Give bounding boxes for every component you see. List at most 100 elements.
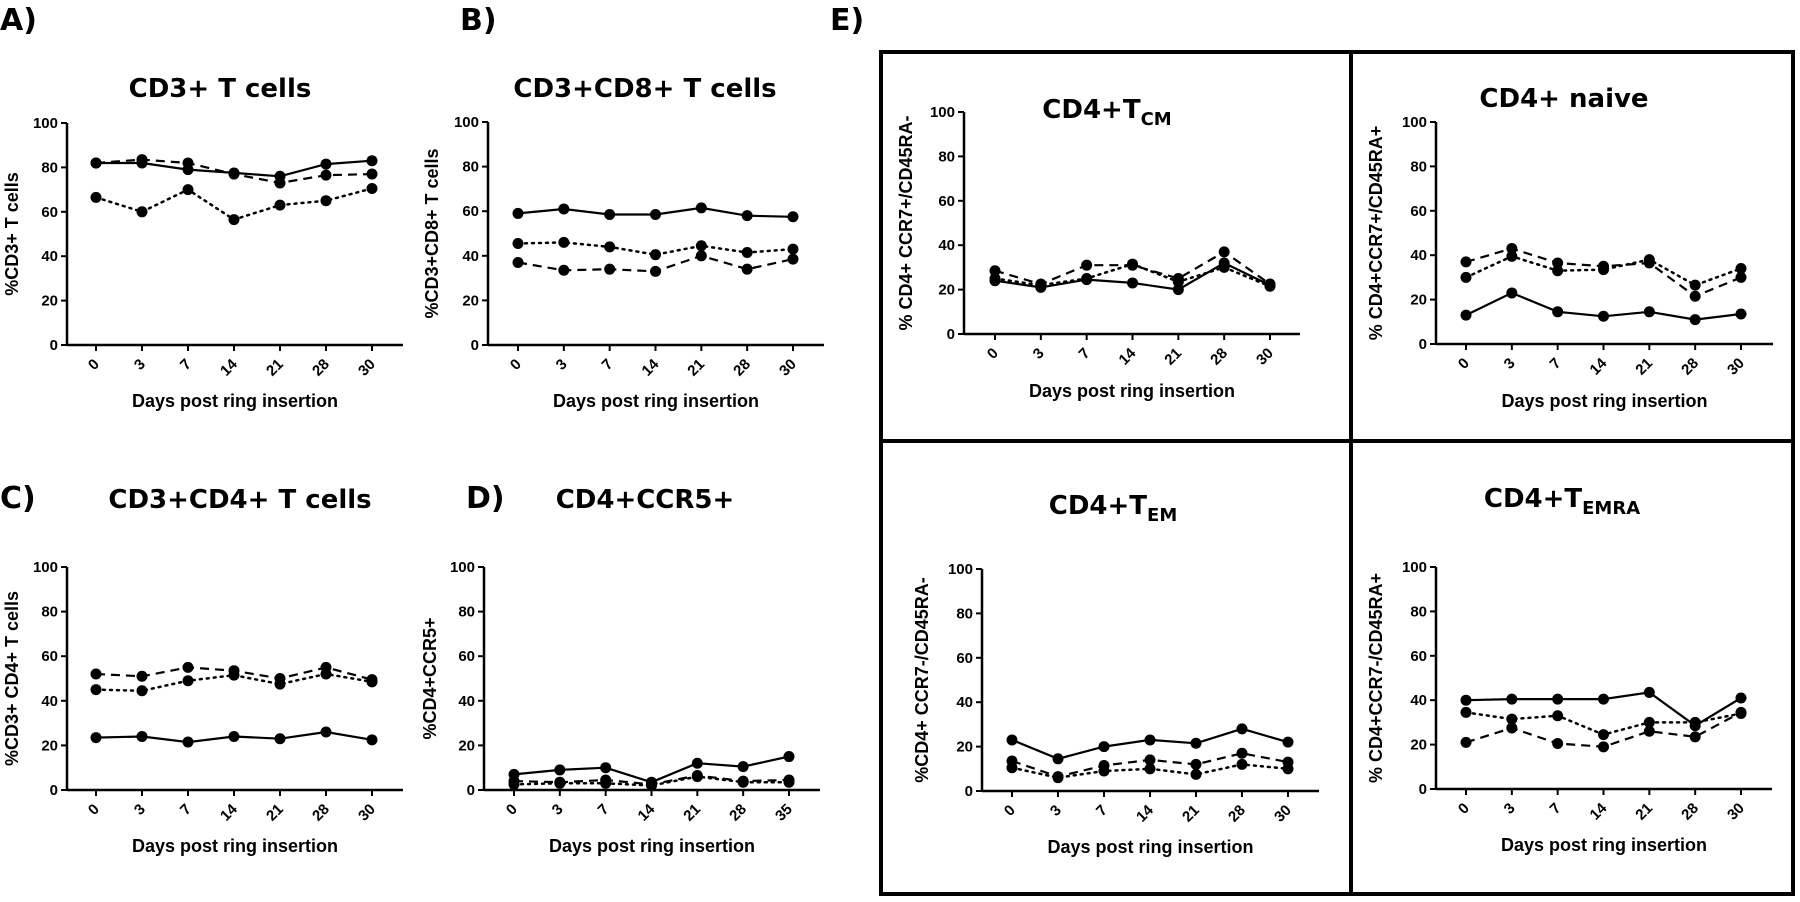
data-point xyxy=(1735,706,1747,718)
data-point xyxy=(1552,306,1564,318)
data-point xyxy=(320,195,332,207)
y-axis-label: % CD4+CCR7-/CD45RA+ xyxy=(1366,573,1386,783)
data-point xyxy=(558,203,570,215)
series-dotted xyxy=(1006,758,1294,784)
panel-letter: B) xyxy=(460,3,497,38)
y-tick-label: 60 xyxy=(956,650,973,667)
data-point xyxy=(741,210,753,222)
y-axis-label: %CD3+CD8+ T cells xyxy=(422,148,442,318)
y-tick-label: 80 xyxy=(938,148,955,165)
series-dotted xyxy=(90,668,378,697)
y-tick-label: 60 xyxy=(458,648,475,665)
data-point xyxy=(228,730,240,742)
data-point xyxy=(1735,271,1747,283)
y-tick-label: 100 xyxy=(33,115,58,132)
y-axis-label: %CD3+ CD4+ T cells xyxy=(2,591,22,766)
y-tick-label: 20 xyxy=(956,739,973,756)
data-point xyxy=(1460,736,1472,748)
data-point xyxy=(1598,741,1609,753)
series-solid xyxy=(989,257,1276,296)
data-point xyxy=(274,177,286,189)
y-tick-label: 0 xyxy=(1419,336,1427,353)
data-point xyxy=(691,757,703,769)
data-point xyxy=(1643,254,1655,266)
data-point xyxy=(1689,290,1701,302)
y-tick-label: 40 xyxy=(1410,247,1427,264)
data-point xyxy=(600,777,612,789)
data-point xyxy=(1735,692,1747,704)
data-point xyxy=(695,240,707,252)
data-point xyxy=(1552,710,1564,722)
y-tick-label: 0 xyxy=(1419,781,1427,798)
data-point xyxy=(1689,279,1701,291)
data-point xyxy=(1506,722,1518,734)
data-point xyxy=(554,777,566,789)
x-axis-label: Days post ring insertion xyxy=(132,836,338,856)
series-dotted xyxy=(1460,250,1747,291)
y-tick-label: 20 xyxy=(1410,737,1427,754)
data-point xyxy=(787,253,799,265)
data-point xyxy=(1081,259,1093,271)
y-tick-label: 0 xyxy=(965,783,973,800)
data-point xyxy=(274,733,286,745)
y-tick-label: 80 xyxy=(458,604,475,621)
data-point xyxy=(1127,258,1138,270)
y-tick-label: 100 xyxy=(930,104,955,121)
series-dotted xyxy=(512,236,799,261)
data-point xyxy=(512,238,524,250)
y-tick-label: 60 xyxy=(462,203,479,220)
data-point xyxy=(1689,731,1701,743)
y-tick-label: 100 xyxy=(450,559,475,576)
data-point xyxy=(1172,276,1184,288)
data-point xyxy=(1144,734,1156,746)
data-point xyxy=(90,732,102,744)
chart-title: CD3+CD4+ T cells xyxy=(108,485,371,515)
chart-title-main: CD4+T xyxy=(1049,491,1148,521)
y-tick-label: 100 xyxy=(454,114,479,131)
data-point xyxy=(228,214,240,226)
chart-title: CD4+TEMRA xyxy=(1484,484,1640,519)
data-point xyxy=(1506,287,1518,299)
data-point xyxy=(604,209,616,221)
panel-letter: C) xyxy=(0,481,36,516)
chart-title: CD4+TEM xyxy=(1049,491,1178,526)
data-point xyxy=(228,669,240,681)
y-tick-label: 100 xyxy=(33,559,58,576)
data-point xyxy=(366,168,378,180)
y-tick-label: 60 xyxy=(41,204,58,221)
data-point xyxy=(989,275,1001,287)
y-tick-label: 0 xyxy=(50,337,58,354)
panel-letter: D) xyxy=(466,481,505,516)
y-tick-label: 100 xyxy=(1402,114,1427,131)
series-solid xyxy=(1460,287,1747,326)
data-point xyxy=(1460,271,1472,283)
data-point xyxy=(1598,264,1609,276)
data-point xyxy=(1218,257,1230,269)
data-point xyxy=(90,191,102,203)
data-point xyxy=(320,726,332,738)
chart-title-subscript: EMRA xyxy=(1582,498,1640,519)
data-point xyxy=(1098,765,1110,777)
data-point xyxy=(646,780,657,792)
data-point xyxy=(1460,309,1472,321)
data-point xyxy=(1689,314,1701,326)
data-point xyxy=(1052,753,1064,765)
data-point xyxy=(650,249,661,261)
data-point xyxy=(182,157,194,169)
series-dashed xyxy=(1460,706,1747,753)
y-tick-label: 100 xyxy=(1402,559,1427,576)
y-tick-label: 0 xyxy=(471,337,479,354)
chart-title: CD4+TCM xyxy=(1042,95,1171,130)
y-tick-label: 80 xyxy=(41,604,58,621)
data-point xyxy=(366,734,378,746)
y-tick-label: 80 xyxy=(41,159,58,176)
data-point xyxy=(1190,768,1202,780)
data-point xyxy=(650,209,661,221)
data-point xyxy=(1506,693,1518,705)
data-point xyxy=(136,670,148,682)
data-point xyxy=(1282,763,1294,775)
data-point xyxy=(136,154,148,166)
series-solid xyxy=(512,202,799,223)
y-tick-label: 40 xyxy=(41,693,58,710)
